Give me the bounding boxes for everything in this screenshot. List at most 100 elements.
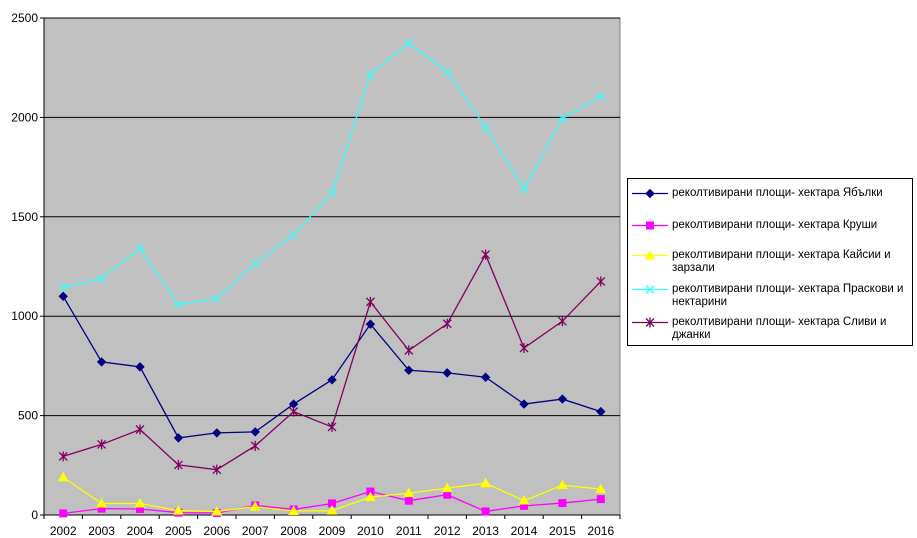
legend-marker [645, 188, 655, 199]
data-point [97, 439, 107, 450]
data-point [96, 497, 107, 508]
x-tick-label: 2009 [319, 524, 346, 538]
legend-marker [644, 249, 656, 260]
legend-item: реколтивирани площи- хектара Сливи и джа… [628, 316, 912, 350]
legend-item: реколтивирани площи- хектара Праскови и … [628, 283, 912, 317]
legend-swatch [632, 317, 668, 328]
y-tick-label: 2500 [11, 11, 38, 25]
x-tick-label: 2013 [472, 524, 499, 538]
data-point [58, 291, 68, 302]
data-point [250, 427, 260, 437]
data-point [327, 375, 337, 385]
data-point [327, 188, 337, 198]
data-point [557, 113, 567, 123]
x-tick-label: 2014 [511, 524, 538, 538]
data-point [480, 372, 491, 382]
x-tick-label: 2016 [587, 524, 614, 538]
data-point [135, 424, 145, 435]
data-point [443, 490, 452, 499]
legend-swatch [632, 221, 668, 230]
data-point [212, 293, 222, 303]
data-point [403, 487, 415, 498]
data-point [442, 368, 452, 378]
series-group [57, 38, 607, 518]
x-tick-label: 2008 [280, 524, 307, 538]
data-point [365, 491, 376, 502]
legend-swatch [632, 285, 668, 294]
data-point [595, 483, 607, 494]
data-point [211, 505, 223, 516]
data-point [59, 509, 68, 518]
data-point [326, 505, 338, 515]
x-axis-ticks: 2002 2003 2004 2005 2006 2007 2008 2009 2010 2011… [43, 515, 621, 538]
data-point [518, 495, 530, 505]
legend-marker [645, 317, 655, 328]
data-point [481, 249, 491, 260]
legend-label: реколтивирани площи- хектара Сливи и джа… [672, 316, 887, 341]
data-point [97, 273, 107, 283]
legend-item: реколтивирани площи- хектара Кайсии и за… [628, 249, 912, 283]
data-point [519, 184, 529, 194]
data-point [365, 319, 376, 329]
data-point [288, 505, 299, 516]
data-point [442, 318, 452, 329]
series-5 [58, 249, 606, 475]
data-point [481, 507, 490, 516]
data-point [250, 440, 260, 451]
data-point [173, 505, 184, 515]
x-tick-label: 2011 [396, 524, 422, 538]
data-point [404, 496, 413, 505]
data-point [365, 296, 375, 307]
data-point [212, 464, 222, 475]
gridlines [44, 17, 620, 417]
series-4 [58, 38, 606, 310]
data-point [442, 67, 452, 77]
data-point [557, 394, 568, 404]
data-point [557, 479, 568, 490]
legend-marker [645, 285, 655, 294]
data-point [558, 499, 567, 508]
legend-swatch [632, 249, 668, 260]
y-tick-label: 2000 [11, 110, 38, 124]
legend-item: реколтивирани площи- хектара Круши [628, 219, 912, 253]
data-point [249, 501, 261, 511]
data-point [596, 276, 606, 287]
data-point [96, 357, 107, 367]
data-point [58, 282, 68, 292]
y-tick-label: 1500 [11, 210, 38, 224]
data-point [134, 497, 146, 508]
data-point [596, 495, 605, 504]
data-point [212, 428, 222, 438]
data-point [404, 38, 414, 48]
x-tick-label: 2002 [50, 524, 77, 538]
data-point [173, 459, 183, 470]
data-point [404, 345, 414, 356]
data-point [519, 343, 529, 354]
data-point [519, 399, 529, 409]
data-point [441, 482, 453, 493]
y-axis-ticks: 0 500 1000 1500 2000 2500 [11, 11, 44, 522]
x-tick-label: 2012 [434, 524, 461, 538]
data-point [480, 477, 491, 488]
x-tick-label: 2005 [165, 524, 192, 538]
plot-area [43, 17, 621, 516]
series-1 [58, 291, 606, 443]
y-tick-label: 1000 [11, 309, 38, 323]
data-point [289, 406, 299, 417]
data-point [365, 69, 375, 79]
x-tick-label: 2003 [88, 524, 115, 538]
series-3 [57, 471, 607, 516]
data-point [481, 122, 491, 132]
data-point [596, 406, 606, 417]
y-tick-label: 500 [18, 409, 38, 423]
data-point [173, 300, 183, 310]
legend-swatch [632, 188, 668, 199]
x-tick-label: 2010 [357, 524, 384, 538]
data-point [58, 451, 68, 462]
legend-item: реколтивирани площи- хектара Ябълки [628, 187, 912, 221]
data-point [289, 230, 299, 240]
data-point [404, 365, 414, 375]
legend-label: реколтивирани площи- хектара Праскови и … [672, 283, 904, 308]
y-tick-label: 0 [31, 508, 38, 522]
data-point [327, 421, 337, 432]
